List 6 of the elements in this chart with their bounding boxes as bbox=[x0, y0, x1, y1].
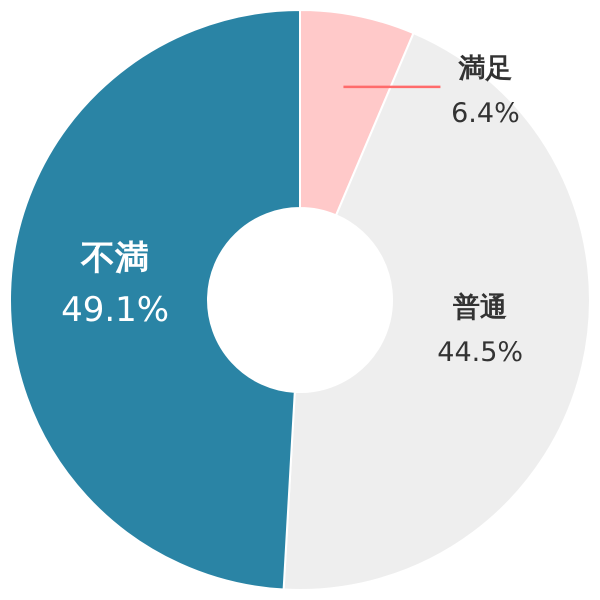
slice-label: 満足 bbox=[457, 52, 512, 84]
data-label: 6.4% bbox=[451, 98, 520, 129]
data-label: 44.5% bbox=[437, 337, 524, 368]
data-label: 49.1% bbox=[61, 290, 170, 330]
slice-label: 不満 bbox=[80, 238, 150, 278]
slice-label: 普通 bbox=[452, 292, 508, 324]
